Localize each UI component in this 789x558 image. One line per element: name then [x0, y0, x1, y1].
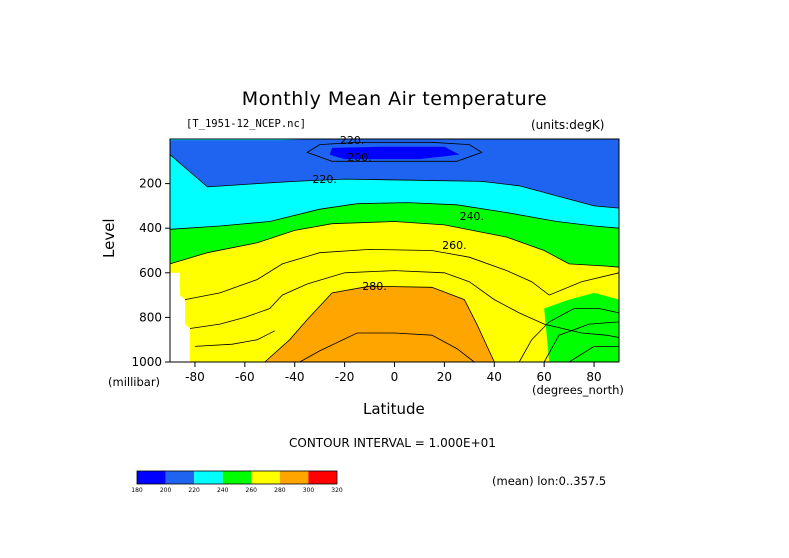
y-tick-label: 200: [139, 177, 162, 191]
colorbar-frame: [136, 470, 338, 485]
colorbar-swatch: [279, 471, 309, 484]
colorbar-tick-label: 240: [217, 487, 229, 494]
contour-label-3: 240.: [460, 210, 485, 223]
colorbar-swatch: [194, 471, 223, 484]
colorbar-swatch: [165, 471, 195, 484]
x-axis-label: Latitude: [363, 400, 425, 418]
x-tick-label: 40: [487, 370, 502, 384]
colorbar: 180 200 220 240 260 280 300 320: [131, 470, 343, 494]
colorbar-tick-label: 200: [160, 487, 172, 494]
y-axis-unit: (millibar): [108, 375, 161, 389]
missing-data: [170, 272, 190, 362]
x-tick-label: 80: [586, 370, 601, 384]
x-tick-label: 0: [391, 370, 399, 384]
contour-240-right: [568, 345, 619, 363]
contour-label-2: 220.: [312, 173, 337, 186]
contour-label-0: 220.: [340, 134, 365, 147]
chart-title: Monthly Mean Air temperature: [241, 88, 548, 110]
y-tick-label: 400: [139, 221, 162, 235]
contour-250: [169, 221, 620, 268]
axes: -80 -60 -40 -20 0 20 40 60 80 200 400 600 800 1000: [131, 138, 620, 384]
x-tick-label: 60: [537, 370, 552, 384]
colorbar-tick-label: 320: [331, 487, 343, 494]
contour-label-4: 260.: [442, 239, 467, 252]
x-axis-unit: (degrees_north): [532, 383, 624, 397]
x-tick-label: -40: [285, 370, 305, 384]
band-below-200: [329, 146, 460, 160]
colorbar-swatch: [137, 471, 166, 484]
colorbar-tick-label: 280: [274, 487, 286, 494]
units-label: (units:degK): [531, 118, 605, 132]
x-tick-label: -60: [235, 370, 255, 384]
file-label: [T_1951-12_NCEP.nc]: [186, 118, 307, 130]
contour-label-1: 200.: [347, 151, 372, 164]
contour-260-right: [518, 308, 620, 363]
colorbar-tick-label: 260: [246, 487, 258, 494]
contour-label-5: 280.: [362, 280, 387, 293]
x-tick-label: 20: [437, 370, 452, 384]
y-tick-label: 800: [139, 310, 162, 324]
colorbar-swatch: [251, 471, 280, 484]
y-tick-label: 600: [139, 266, 162, 280]
colorbar-tick-label: 300: [303, 487, 315, 494]
colorbar-swatch: [308, 471, 337, 484]
y-tick-label: 1000: [131, 355, 162, 369]
contour-275: [194, 330, 275, 347]
colorbar-swatch: [222, 471, 252, 484]
contour-250-right: [543, 321, 620, 363]
contour-280: [264, 285, 495, 363]
plot-area: 220. 200. 220. 240. 260. 280.: [169, 134, 620, 363]
y-axis-label: Level: [100, 218, 118, 258]
contour-260: [184, 248, 620, 300]
contour-200: [306, 141, 483, 162]
colorbar-tick-label: 220: [188, 487, 200, 494]
contour-270: [189, 270, 620, 338]
contour-interval-label: CONTOUR INTERVAL = 1.000E+01: [289, 436, 496, 450]
contour-290: [299, 332, 475, 363]
colorbar-tick-label: 180: [131, 487, 143, 494]
band-280-300: [264, 286, 495, 362]
contour-220: [169, 154, 620, 209]
mean-note: (mean) lon:0..357.5: [492, 474, 607, 488]
contour-240: [169, 202, 620, 230]
x-tick-label: -80: [185, 370, 205, 384]
x-tick-label: -20: [335, 370, 355, 384]
band-240-260-right: [544, 292, 619, 362]
